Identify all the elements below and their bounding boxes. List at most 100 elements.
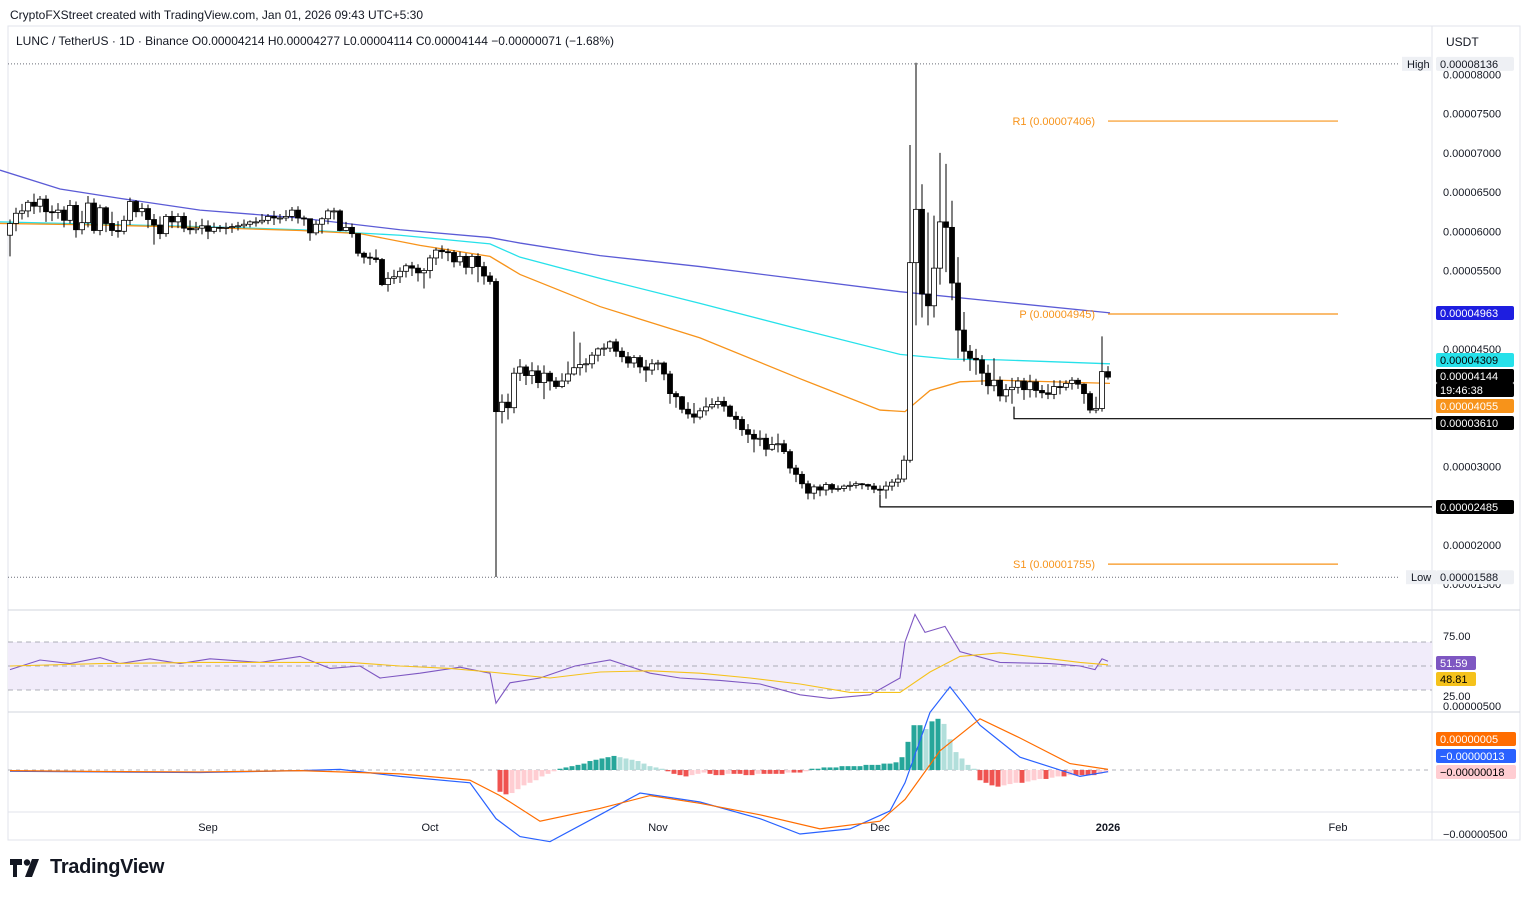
candle-body <box>571 367 577 375</box>
macd-histogram-bar <box>707 770 713 774</box>
macd-histogram-bar <box>995 770 1001 787</box>
macd-histogram-bar <box>713 770 719 776</box>
tradingview-logo[interactable]: TradingView <box>10 856 164 879</box>
macd-histogram-bar <box>659 768 665 770</box>
candle-body <box>895 478 901 483</box>
candle-body <box>805 483 811 494</box>
candle-body <box>1069 379 1075 384</box>
chart-caption: CryptoFXStreet created with TradingView.… <box>10 8 424 22</box>
macd-histogram-bar <box>545 770 551 774</box>
candle-body <box>727 405 733 417</box>
candle-body <box>325 210 331 220</box>
candle-body <box>637 357 643 368</box>
candle-body <box>307 218 313 234</box>
candle-body <box>55 209 61 213</box>
macd-histogram-bar <box>803 770 809 772</box>
macd-histogram-bar <box>623 758 629 770</box>
rsi-badge-bg <box>1436 656 1476 670</box>
candle-body <box>97 207 103 231</box>
candle-body <box>463 255 469 268</box>
candle-body <box>355 233 361 254</box>
macd-histogram-bar <box>755 770 761 774</box>
macd-histogram-bar <box>497 770 503 792</box>
macd-histogram-bar <box>989 770 995 786</box>
candle-body <box>91 202 97 231</box>
macd-histogram-bar <box>1073 770 1079 776</box>
low-value-badge: 0.00001588 <box>1440 572 1498 584</box>
macd-histogram-bar <box>881 763 887 770</box>
candle-body <box>331 210 337 213</box>
macd-histogram-bar <box>875 764 881 770</box>
candle-body <box>1015 380 1021 388</box>
high-value-badge: 0.00008136 <box>1440 59 1498 71</box>
candle-body <box>67 205 73 221</box>
candle-body <box>655 362 661 365</box>
candle-body <box>859 483 865 486</box>
candle-body <box>715 401 721 405</box>
candle-body <box>871 485 877 490</box>
macd-histogram-bar <box>563 767 569 770</box>
candle-body <box>145 208 151 220</box>
price-badge: 0.00003610 <box>1440 418 1498 430</box>
candle-body <box>175 216 181 223</box>
macd-histogram-bar <box>1055 770 1061 777</box>
macd-histogram-bar <box>557 768 563 770</box>
macd-badge: −0.00000013 <box>1440 751 1505 763</box>
candle-body <box>769 444 775 450</box>
price-tick-label: 0.00006000 <box>1443 226 1501 238</box>
candle-body <box>1099 371 1105 409</box>
candle-body <box>445 251 451 254</box>
price-badge: 0.00004055 <box>1440 401 1498 413</box>
candle-body <box>229 226 235 228</box>
candle-body <box>271 216 277 219</box>
candle-body <box>241 223 247 227</box>
support-line <box>879 494 1432 508</box>
candle-body <box>883 485 889 491</box>
macd-histogram-bar <box>701 770 707 773</box>
high-tag: High <box>1407 59 1430 71</box>
symbol-pair[interactable]: LUNC / TetherUS · 1D · Binance <box>16 34 189 48</box>
price-badge: 0.00002485 <box>1440 502 1498 514</box>
candle-body <box>565 373 571 382</box>
candle-body <box>823 484 829 491</box>
macd-histogram-bar <box>797 770 803 773</box>
macd-histogram-bar <box>779 770 785 774</box>
price-badge: 0.00004963 <box>1440 308 1498 320</box>
candle-body <box>1075 379 1081 385</box>
macd-histogram-bar <box>749 770 755 776</box>
macd-histogram-bar <box>617 757 623 770</box>
macd-histogram-bar <box>833 767 839 770</box>
macd-histogram-bar <box>1025 770 1031 782</box>
macd-histogram-bar <box>911 725 917 770</box>
macd-histogram-bar <box>869 764 875 770</box>
candle-body <box>547 372 553 382</box>
candle-body <box>319 218 325 225</box>
candle-body <box>721 401 727 407</box>
brand-name: TradingView <box>50 856 165 878</box>
candle-body <box>1093 408 1099 411</box>
candle-body <box>1027 381 1033 391</box>
candle-body <box>475 255 481 267</box>
candle-body <box>451 252 457 263</box>
candle-body <box>991 379 997 387</box>
candle-body <box>433 249 439 259</box>
candle-body <box>847 484 853 487</box>
candle-body <box>295 209 301 219</box>
price-unit[interactable]: USDT <box>1446 35 1479 49</box>
macd-histogram-bar <box>1061 770 1067 777</box>
candle-body <box>763 437 769 450</box>
candle-body <box>787 451 793 469</box>
macd-histogram-bar <box>1097 770 1103 774</box>
candle-body <box>955 282 961 331</box>
macd-histogram-bar <box>983 770 989 783</box>
macd-signal-line <box>9 718 1109 830</box>
macd-histogram-bar <box>1019 770 1025 783</box>
macd-histogram-bar <box>809 768 815 770</box>
candle-body <box>397 270 403 278</box>
macd-histogram-bar <box>863 764 869 770</box>
candle-body <box>529 370 535 376</box>
candle-body <box>679 396 685 410</box>
candle-body <box>589 354 595 365</box>
macd-histogram-bar <box>1013 770 1019 783</box>
